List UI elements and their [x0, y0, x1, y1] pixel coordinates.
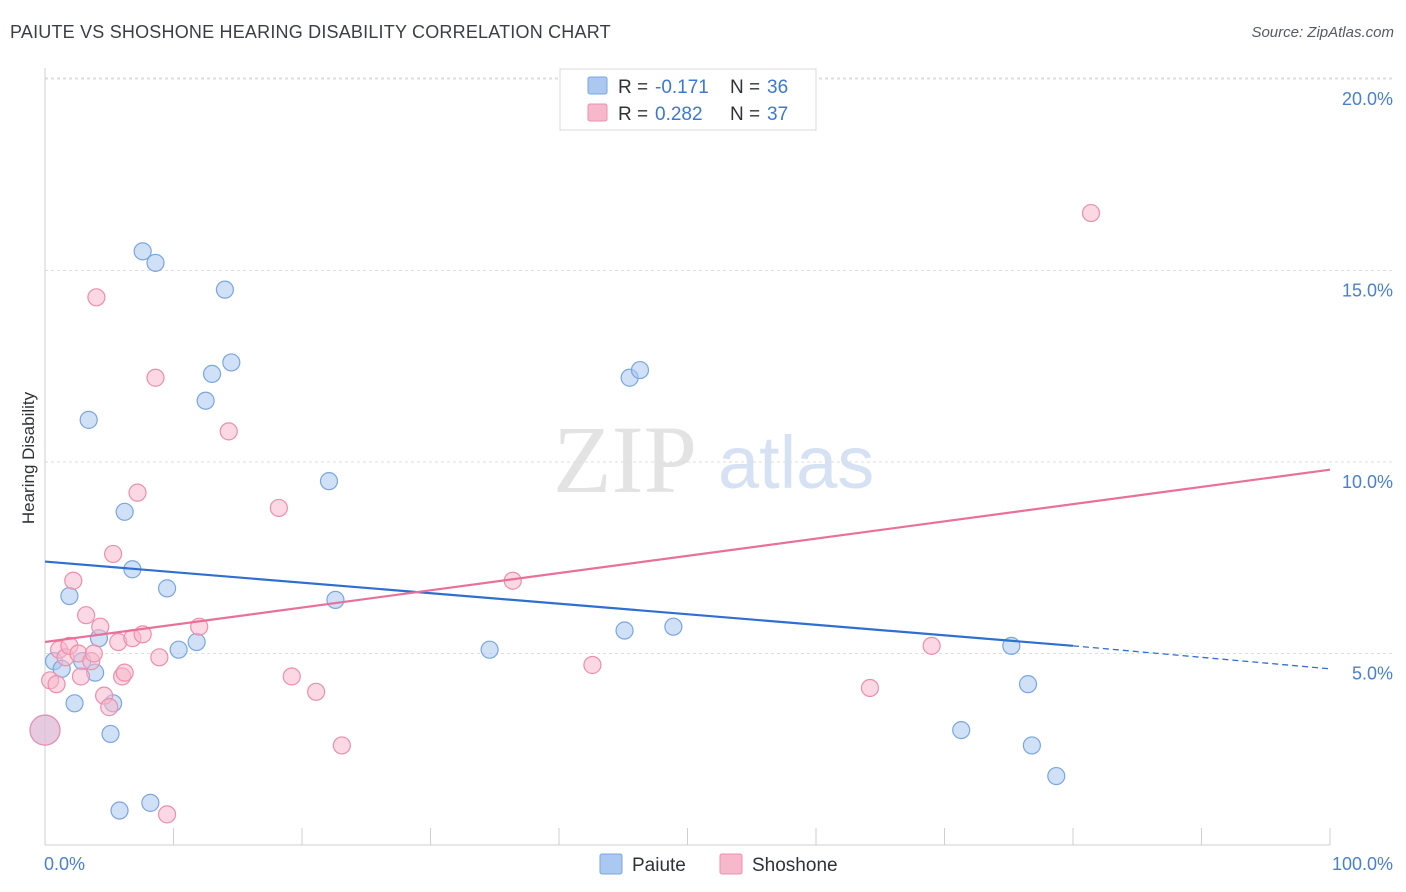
paiute-point: [146, 253, 165, 272]
paiute-point: [202, 364, 222, 384]
paiute-point: [79, 410, 98, 429]
y-tick-label: 5.0%: [1352, 664, 1393, 684]
bottom-legend-swatch-shoshone: [719, 853, 743, 875]
paiute-trend-extension: [1072, 645, 1331, 670]
paiute-point: [630, 360, 650, 380]
y-tick-label: 15.0%: [1342, 281, 1393, 301]
legend-n-value-shoshone: 37: [767, 104, 788, 125]
paiute-point: [110, 801, 129, 820]
source-credit: Source: ZipAtlas.com: [1251, 24, 1394, 41]
legend-r-label-shoshone: R =: [618, 104, 648, 125]
shoshone-point: [922, 636, 941, 655]
x-tick-label: 0.0%: [44, 854, 85, 874]
paiute-point: [60, 586, 79, 606]
shoshone-point: [146, 368, 165, 387]
shoshone-point: [128, 483, 147, 502]
shoshone-point: [332, 736, 351, 755]
paiute-point: [101, 724, 120, 744]
paiute-point: [319, 472, 339, 491]
shoshone-point: [115, 663, 134, 682]
paiute-point: [326, 590, 345, 609]
bottom-legend-label-paiute: Paiute: [632, 855, 686, 876]
paiute-point: [157, 579, 177, 598]
shoshone-point: [1081, 203, 1101, 223]
legend-n-label-shoshone: N =: [730, 104, 760, 125]
legend-n-label-paiute: N =: [730, 77, 760, 98]
paiute-point: [65, 694, 84, 713]
legend-swatch-shoshone: [587, 103, 608, 122]
shoshone-point: [269, 498, 288, 518]
tick-labels: 5.0% 10.0% 15.0% 20.0% 0.0% 100.0%: [44, 89, 1393, 874]
shoshone-point: [71, 667, 91, 686]
paiute-point: [115, 502, 134, 521]
shoshone-point: [87, 288, 106, 307]
paiute-point: [664, 617, 683, 636]
data-points: [29, 203, 1101, 824]
paiute-point: [133, 242, 152, 261]
legend-swatch-paiute: [587, 76, 608, 95]
paiute-point: [215, 280, 234, 299]
legend-r-value-paiute: -0.171: [655, 77, 709, 98]
paiute-point: [480, 640, 499, 659]
paiute-point: [222, 353, 241, 372]
paiute-point: [952, 720, 971, 740]
shoshone-point: [150, 648, 169, 667]
paiute-point: [169, 640, 188, 659]
watermark: ZIP atlas: [553, 406, 874, 513]
legend-box: R = -0.171 N = 36 R = 0.282 N = 37: [559, 68, 817, 131]
y-tick-label: 10.0%: [1342, 472, 1393, 492]
paiute-point: [196, 391, 215, 410]
shoshone-point: [307, 682, 326, 701]
paiute-point: [615, 621, 634, 640]
paiute-point: [187, 632, 206, 652]
y-tick-label: 20.0%: [1342, 89, 1393, 109]
paiute-point: [1047, 766, 1066, 786]
paiute-point: [1022, 736, 1041, 755]
x-tick-label: 100.0%: [1332, 854, 1393, 874]
bottom-legend: Paiute Shoshone: [599, 853, 838, 876]
chart-title: PAIUTE VS SHOSHONE HEARING DISABILITY CO…: [10, 22, 611, 42]
shoshone-point: [282, 667, 301, 686]
shoshone-point: [157, 805, 177, 824]
legend-n-value-paiute: 36: [767, 77, 788, 98]
shoshone-point: [100, 698, 119, 717]
shoshone-point: [29, 714, 61, 746]
y-axis-label: Hearing Disability: [19, 391, 38, 524]
shoshone-point: [77, 606, 96, 625]
shoshone-point: [104, 544, 123, 564]
shoshone-point: [64, 571, 83, 590]
gridlines: [45, 77, 1395, 654]
paiute-point: [1018, 675, 1038, 694]
shoshone-point: [47, 675, 66, 694]
shoshone-point: [84, 644, 103, 663]
trend-lines: [44, 468, 1331, 670]
legend-r-value-shoshone: 0.282: [655, 104, 703, 125]
shoshone-point: [219, 422, 238, 441]
watermark-zip: ZIP: [553, 406, 697, 513]
bottom-legend-swatch-paiute: [599, 853, 623, 875]
bottom-legend-label-shoshone: Shoshone: [752, 855, 838, 876]
paiute-trend-line: [44, 560, 1074, 647]
shoshone-point: [583, 655, 602, 675]
shoshone-point: [860, 678, 880, 698]
shoshone-trend-line: [44, 468, 1331, 644]
legend-r-label-paiute: R =: [618, 77, 648, 98]
shoshone-point: [91, 617, 110, 636]
paiute-point: [141, 793, 160, 812]
